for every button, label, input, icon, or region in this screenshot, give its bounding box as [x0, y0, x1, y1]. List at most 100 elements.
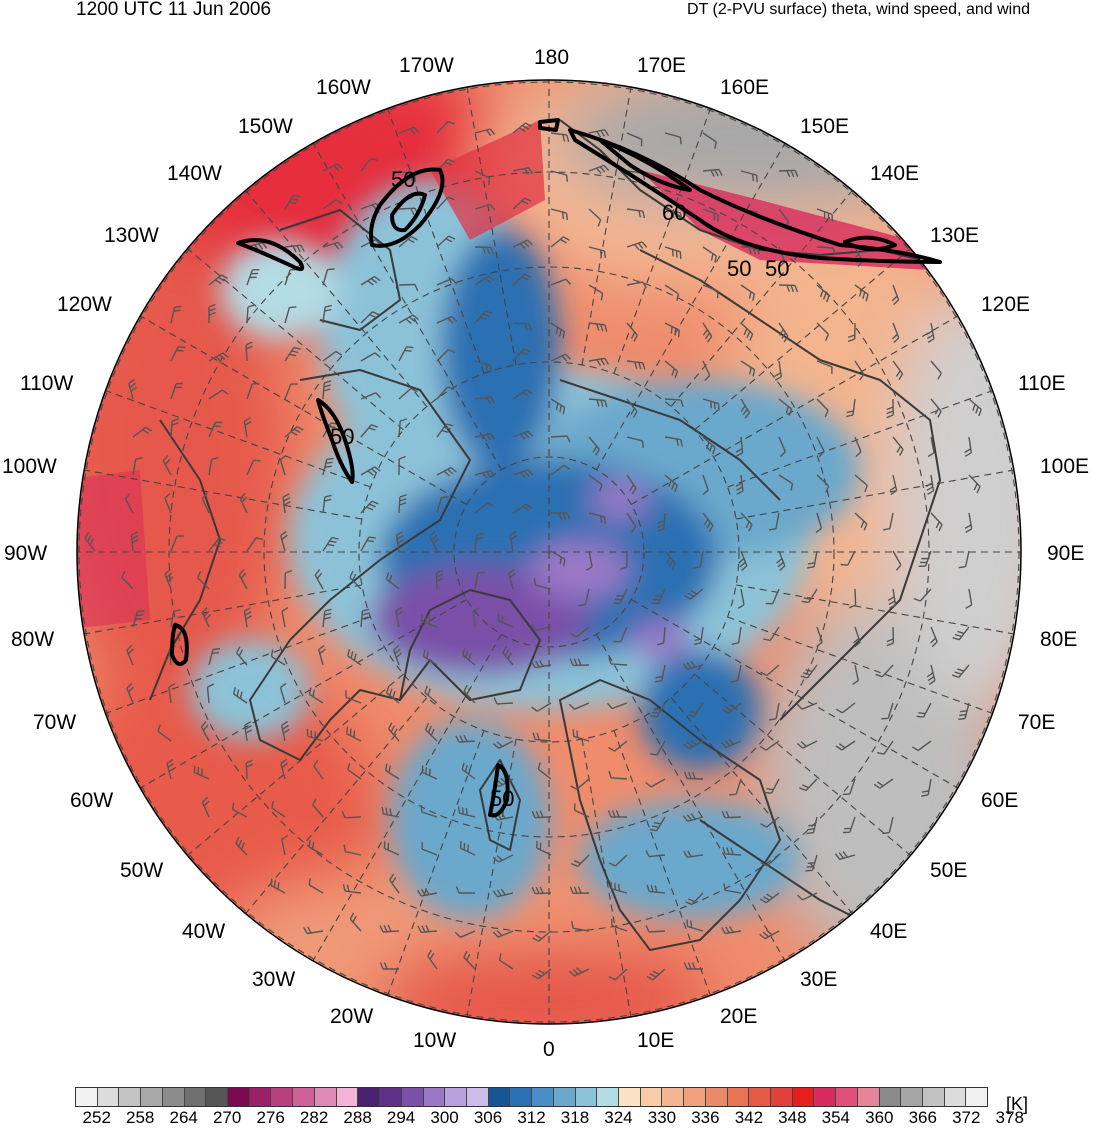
wind-barb	[626, 360, 646, 370]
wind-barb	[693, 626, 704, 646]
wind-barb	[436, 315, 458, 324]
wind-barb	[626, 436, 645, 448]
lon-label: 30E	[800, 968, 837, 991]
wind-barb	[201, 607, 211, 628]
colorbar-swatch	[271, 1088, 294, 1106]
wind-barb	[246, 383, 260, 400]
meridian-line	[124, 306, 468, 505]
wind-barb	[702, 208, 719, 222]
wind-barb	[349, 912, 362, 932]
wind-barb	[702, 168, 723, 177]
wind-barb	[702, 322, 713, 343]
wind-barb	[608, 968, 628, 981]
wind-barb	[682, 813, 704, 822]
wind-barb	[398, 455, 406, 476]
wind-barb	[322, 268, 335, 286]
wind-barb	[737, 588, 745, 609]
wind-barb	[664, 132, 682, 145]
wind-barb	[201, 796, 210, 818]
wind-barb	[763, 626, 780, 642]
wind-barb	[457, 806, 476, 818]
wind-barb	[349, 570, 362, 590]
wind-barb	[435, 569, 444, 590]
wind-barb	[759, 892, 780, 904]
wind-barb	[801, 588, 818, 604]
wind-barb	[740, 170, 758, 183]
wind-barb	[417, 888, 438, 897]
wind-barb	[588, 208, 602, 227]
polar-map: 50 50 60 50 50 50 180 170E 160E 150E 140…	[2, 46, 1089, 1061]
wind-barb	[193, 765, 210, 780]
wind-barb	[436, 466, 457, 477]
wind-barb	[532, 968, 552, 980]
meridian-line	[124, 599, 468, 798]
meridian-line	[77, 584, 362, 638]
wind-barb	[233, 687, 248, 704]
wind-barb	[840, 550, 856, 566]
wind-barb	[384, 763, 400, 780]
wind-barb	[571, 921, 590, 932]
wind-barb	[588, 246, 606, 258]
wind-barb	[892, 436, 904, 456]
wind-barb	[892, 550, 902, 571]
wind-barb	[550, 353, 571, 362]
colorbar-swatch	[771, 1088, 793, 1106]
wind-barb	[702, 512, 714, 532]
wind-barb	[702, 398, 720, 411]
wind-barb	[474, 360, 492, 373]
wind-barb	[816, 626, 823, 648]
wind-barb	[246, 241, 268, 251]
wind-barb	[200, 721, 210, 742]
wind-barb	[537, 762, 552, 780]
wind-barb	[759, 740, 780, 751]
wind-barb	[385, 685, 400, 704]
wind-barb	[389, 873, 400, 894]
wind-barb	[461, 762, 476, 780]
wind-barb	[532, 732, 552, 742]
colorbar-swatch	[380, 1088, 402, 1106]
wind-barb	[796, 892, 818, 901]
wind-barb	[722, 846, 742, 856]
lon-label: 10W	[413, 1029, 456, 1052]
wind-barb	[569, 658, 590, 667]
wind-barb	[535, 840, 552, 856]
lon-label: 20E	[720, 1005, 757, 1028]
wind-barb	[455, 886, 475, 894]
colorbar-tick-label: 288	[343, 1108, 372, 1127]
lon-label: 20W	[330, 1005, 373, 1028]
colorbar-swatch	[293, 1088, 315, 1106]
colorbar-swatch	[684, 1088, 706, 1106]
lon-label: 150E	[800, 115, 849, 138]
colorbar-unit: [K]	[1006, 1094, 1029, 1114]
wind-barb	[646, 884, 666, 894]
wind-barb	[964, 512, 973, 534]
wind-barb	[891, 284, 900, 306]
wind-barb	[721, 810, 742, 819]
wind-barb	[533, 578, 552, 590]
colorbar-swatch	[141, 1088, 163, 1106]
lon-label: 90W	[4, 542, 47, 565]
wind-barb	[764, 778, 780, 794]
wind-barb	[395, 606, 403, 628]
wind-barb	[281, 720, 290, 742]
wind-barb	[815, 512, 823, 534]
lon-label: 60W	[70, 789, 113, 812]
wind-barb	[729, 778, 742, 796]
wind-barb	[778, 474, 794, 491]
wind-barb	[550, 464, 571, 476]
wind-barb	[799, 778, 818, 792]
wind-barb	[244, 721, 253, 742]
wind-barb	[720, 738, 742, 749]
wind-barb	[608, 770, 628, 780]
wind-barb	[550, 398, 566, 415]
wind-barb	[588, 164, 610, 174]
wind-barb	[842, 816, 856, 834]
lon-label: 110W	[20, 372, 73, 395]
wind-barb	[664, 246, 682, 259]
wind-barb	[735, 474, 744, 495]
wind-barb	[322, 241, 344, 250]
lon-label: 150W	[238, 115, 293, 138]
wind-barb	[568, 702, 590, 710]
wind-barb	[420, 804, 438, 818]
wind-barb	[853, 246, 864, 267]
